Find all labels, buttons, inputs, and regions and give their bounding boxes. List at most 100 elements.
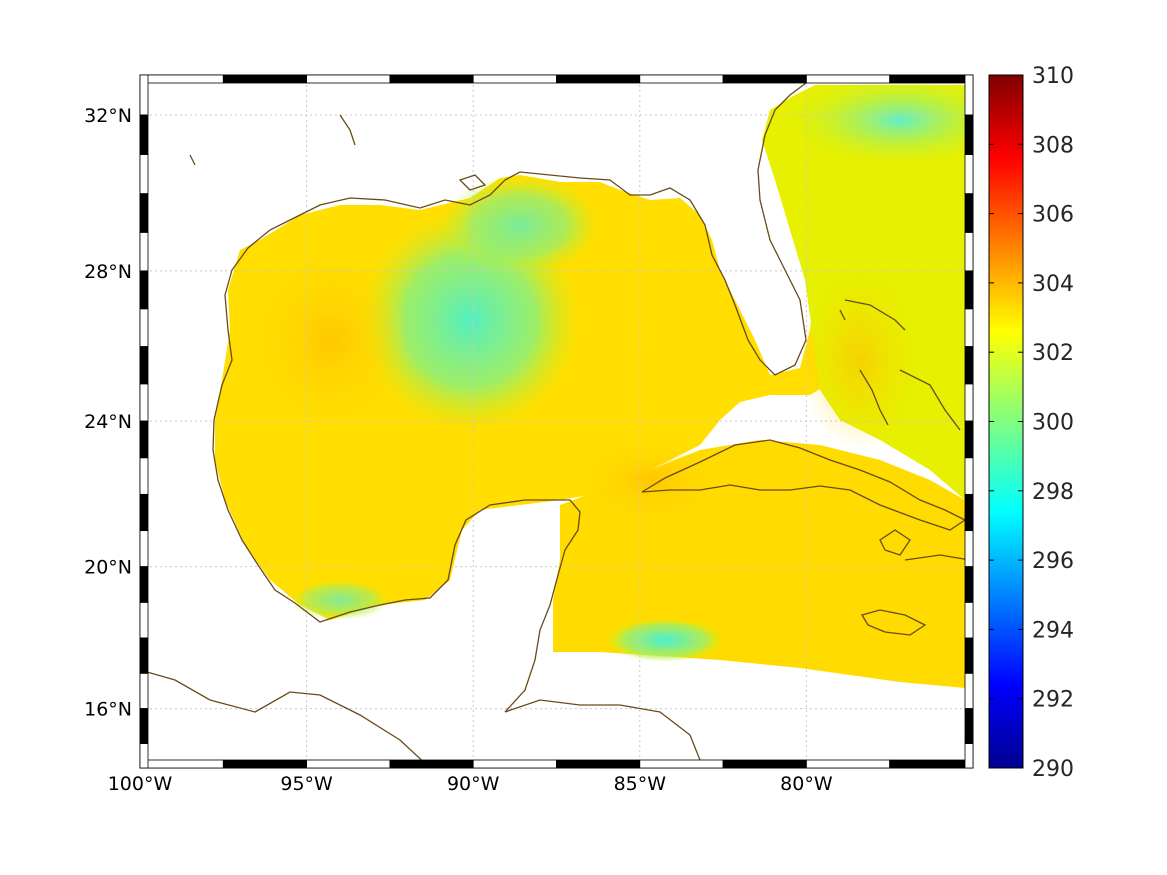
- lat-tick-label: 20°N: [84, 557, 132, 579]
- sst-field: [215, 75, 973, 688]
- frame-segment: [964, 74, 974, 116]
- coastline-bahamas: [839, 299, 961, 431]
- frame-segment: [389, 74, 474, 84]
- frame-segment: [806, 74, 891, 84]
- lat-tick-label: 24°N: [84, 411, 132, 433]
- cool-campeche-bank: [290, 580, 390, 620]
- colorbar: [988, 74, 1024, 769]
- frame-segment: [139, 74, 224, 84]
- frame-segment: [964, 743, 974, 769]
- colorbar-tick-label: 300: [1032, 411, 1074, 436]
- frame-segment: [964, 308, 974, 348]
- frame-segment: [639, 759, 724, 769]
- frame-segment: [964, 708, 974, 744]
- frame-segment: [139, 193, 149, 233]
- frame-segment: [964, 566, 974, 603]
- coastline-louisiana-islands: [189, 114, 487, 191]
- colorbar-tick-label: 296: [1032, 549, 1074, 574]
- colorbar-tick-label: 294: [1032, 618, 1074, 643]
- frame-segment: [139, 672, 149, 709]
- colorbar-tick-label: 290: [1032, 757, 1074, 782]
- frame-segment: [964, 193, 974, 233]
- lon-tick-label: 80°W: [780, 773, 833, 795]
- lat-tick-label: 16°N: [84, 699, 132, 721]
- frame-segment: [472, 759, 557, 769]
- frame-segment: [139, 346, 149, 385]
- frame-segment: [139, 457, 149, 495]
- gridlines: [139, 75, 973, 768]
- frame-segment: [139, 74, 149, 116]
- lon-tick-label: 95°W: [280, 773, 333, 795]
- map-frame: [139, 74, 974, 769]
- colorbar-tick-label: 292: [1032, 688, 1074, 713]
- colorbar-tick-label: 306: [1032, 203, 1074, 228]
- lon-tick-label: 100°W: [108, 773, 173, 795]
- frame-segment: [139, 759, 224, 769]
- frame-segment: [472, 74, 557, 84]
- coastline-honduras: [504, 699, 701, 761]
- frame-segment: [806, 759, 891, 769]
- frame-segment: [139, 530, 149, 568]
- cool-atlantic-north: [790, 75, 973, 165]
- colorbar-tick-label: 302: [1032, 341, 1074, 366]
- coastline-gulf-us-mexico: [212, 79, 811, 713]
- lon-tick-label: 85°W: [614, 773, 667, 795]
- colorbar-tick-label: 310: [1032, 64, 1074, 89]
- frame-segment: [964, 383, 974, 422]
- colorbar-tick-label: 304: [1032, 272, 1074, 297]
- colorbar-tick-label: 298: [1032, 480, 1074, 505]
- latitude-labels: 32°N 28°N 24°N 20°N 16°N: [84, 105, 132, 721]
- frame-segment: [139, 383, 149, 422]
- frame-segment: [139, 154, 149, 195]
- frame-segment: [139, 308, 149, 348]
- frame-segment: [139, 637, 149, 674]
- frame-segment: [139, 602, 149, 639]
- warm-yucatan-channel: [580, 440, 720, 520]
- coastline-hispaniola: [879, 529, 971, 561]
- frame-segment: [964, 270, 974, 310]
- frame-segment: [139, 114, 149, 155]
- frame-segment: [222, 759, 308, 769]
- cool-gulf-plume-north: [440, 175, 600, 275]
- coastline-central-america: [140, 669, 431, 768]
- frame-segment: [964, 457, 974, 495]
- frame-segment: [139, 566, 149, 603]
- frame-segment: [306, 759, 391, 769]
- frame-segment: [139, 743, 149, 769]
- frame-segment: [964, 530, 974, 568]
- lat-tick-label: 28°N: [84, 261, 132, 283]
- frame-segment: [722, 74, 807, 84]
- coastlines: [140, 79, 971, 768]
- warm-bahamas: [800, 270, 920, 450]
- frame-segment: [964, 493, 974, 532]
- frame-segment: [139, 232, 149, 272]
- frame-segment: [964, 346, 974, 385]
- frame-segment: [964, 114, 974, 155]
- frame-segment: [722, 759, 807, 769]
- frame-segment: [964, 672, 974, 709]
- colorbar-tick-label: 308: [1032, 133, 1074, 158]
- frame-segment: [139, 420, 149, 459]
- frame-segment: [306, 74, 391, 84]
- coastline-jamaica: [861, 609, 927, 636]
- lat-tick-label: 32°N: [84, 105, 132, 127]
- longitude-labels: 100°W 95°W 90°W 85°W 80°W: [108, 773, 833, 795]
- colorbar-labels: 310 308 306 304 302 300 298 296 294 292 290: [989, 64, 1074, 782]
- cool-caribbean-spot: [605, 618, 725, 662]
- frame-segment: [964, 232, 974, 272]
- warm-western-gulf: [250, 250, 410, 430]
- frame-segment: [889, 74, 974, 84]
- frame-segment: [556, 74, 641, 84]
- frame-segment: [964, 637, 974, 674]
- frame-segment: [389, 759, 474, 769]
- frame-segment: [964, 420, 974, 459]
- frame-segment: [964, 602, 974, 639]
- frame-segment: [639, 74, 724, 84]
- lon-tick-label: 90°W: [447, 773, 500, 795]
- frame-segment: [889, 759, 974, 769]
- frame-segment: [222, 74, 308, 84]
- frame-segment: [556, 759, 641, 769]
- frame-segment: [139, 493, 149, 532]
- frame-segment: [964, 154, 974, 195]
